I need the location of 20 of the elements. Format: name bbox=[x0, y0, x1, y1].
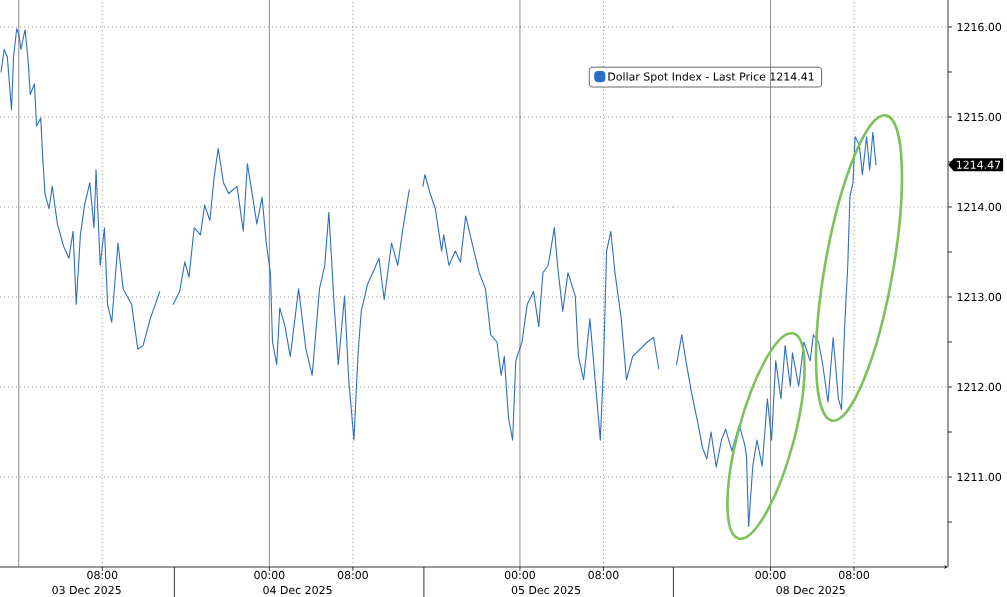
y-tick-label: 1212.00 bbox=[957, 382, 1002, 392]
x-tick-label: 00:00 bbox=[254, 570, 285, 580]
y-tick-label: 1213.00 bbox=[957, 292, 1002, 302]
x-tick-label: 00:00 bbox=[755, 570, 786, 580]
x2-tick-label: 05 Dec 2025 bbox=[511, 585, 581, 595]
x-tick-label: 08:00 bbox=[838, 570, 870, 580]
legend-label: Dollar Spot Index - Last Price 1214.41 bbox=[608, 72, 814, 83]
x2-tick-label: 04 Dec 2025 bbox=[263, 585, 332, 595]
x2-tick-label: 03 Dec 2025 bbox=[52, 585, 121, 595]
y-tick-label: 1211.00 bbox=[957, 472, 1002, 482]
y-tick-label: 1214.00 bbox=[957, 202, 1002, 212]
x-axis-title: 08 Dec 2025 bbox=[776, 585, 845, 595]
x-tick-label: 00:00 bbox=[504, 570, 535, 580]
text: 1214.47 bbox=[956, 160, 1001, 169]
y-tick-label: 1215.00 bbox=[957, 112, 1002, 122]
line-series bbox=[676, 131, 877, 528]
x-tick-label: 08:00 bbox=[337, 570, 368, 580]
y-tick-label: 1216.00 bbox=[957, 22, 1002, 32]
x-tick-label: 08:00 bbox=[588, 570, 619, 580]
x-tick-label: 08:00 bbox=[87, 570, 118, 580]
